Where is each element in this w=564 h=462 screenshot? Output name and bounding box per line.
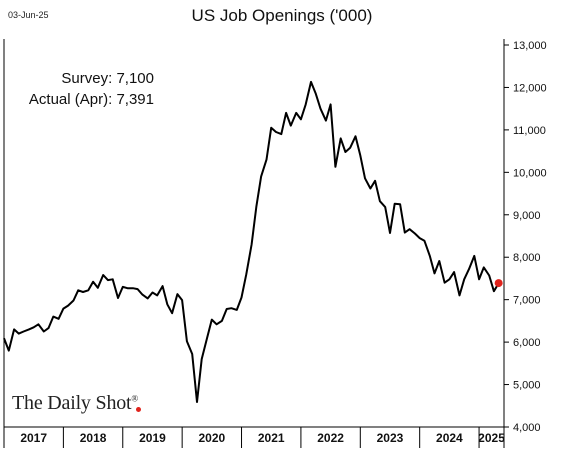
x-tick-label: 2017 xyxy=(20,431,47,445)
y-tick-label: 13,000 xyxy=(513,40,547,52)
chart-title: US Job Openings ('000) xyxy=(191,6,373,25)
y-tick-label: 10,000 xyxy=(513,167,547,179)
x-tick-label: 2023 xyxy=(377,431,404,445)
date-stamp: 03-Jun-25 xyxy=(8,10,49,20)
y-tick-label: 6,000 xyxy=(513,337,541,349)
x-tick-label: 2018 xyxy=(80,431,107,445)
y-tick-label: 4,000 xyxy=(513,422,541,434)
y-tick-label: 7,000 xyxy=(513,295,541,307)
brand-mark: ® xyxy=(131,393,139,404)
actual-label: Actual (Apr): xyxy=(28,91,113,108)
latest-point-marker xyxy=(494,279,503,288)
survey-label: Survey: xyxy=(61,70,113,87)
survey-value: 7,100 xyxy=(116,70,154,87)
brand-text: The Daily Shot xyxy=(12,392,132,414)
actual-value: 7,391 xyxy=(116,91,154,108)
actual-annotation: Actual (Apr): 7,391 xyxy=(22,91,154,108)
y-tick-label: 11,000 xyxy=(513,125,546,137)
x-tick-label: 2019 xyxy=(139,431,166,445)
y-tick-label: 12,000 xyxy=(513,82,547,94)
chart-series xyxy=(3,80,503,403)
brand-dot-icon xyxy=(136,407,141,412)
y-tick-label: 5,000 xyxy=(513,380,541,392)
y-tick-label: 8,000 xyxy=(513,252,541,264)
x-tick-label: 2025 xyxy=(478,431,505,445)
chart-axes: 4,000 5,000 6,000 7,000 8,000 9,000 10,000 11,0… xyxy=(3,39,547,448)
survey-annotation: Survey: 7,100 xyxy=(22,70,154,87)
series-line xyxy=(3,80,500,403)
x-tick-label: 2020 xyxy=(198,431,225,445)
x-tick-label: 2021 xyxy=(258,431,285,445)
x-tick-label: 2024 xyxy=(436,431,463,445)
x-tick-label: 2022 xyxy=(317,431,344,445)
y-tick-label: 9,000 xyxy=(513,210,541,222)
brand-logo: The Daily Shot® xyxy=(12,392,138,415)
